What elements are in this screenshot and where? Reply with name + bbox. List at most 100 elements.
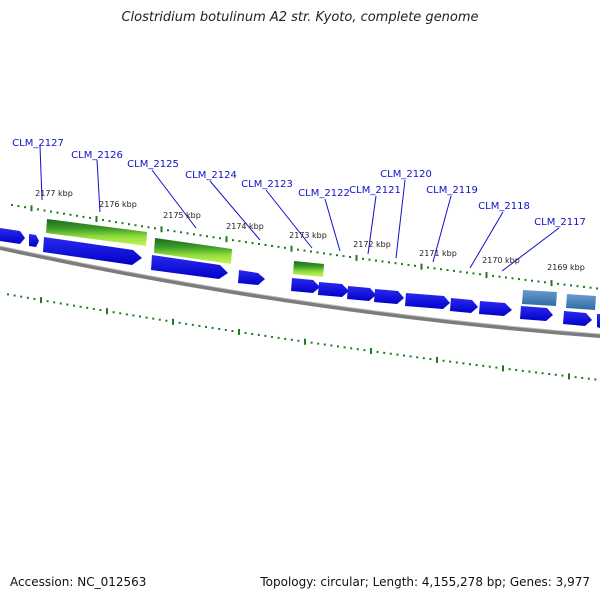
- outer-ring-tick: [401, 263, 403, 266]
- inner-ring-tick: [125, 313, 128, 316]
- gene-arrow[interactable]: [238, 270, 265, 285]
- gene-label[interactable]: CLM_2123: [241, 179, 293, 190]
- inner-ring-tick: [515, 369, 518, 372]
- gene-arrow[interactable]: [347, 286, 376, 301]
- outer-ring-tick: [30, 205, 33, 212]
- outer-ring-tick: [453, 269, 455, 272]
- inner-ring-tick: [40, 297, 42, 304]
- outer-ring-tick: [82, 215, 85, 218]
- inner-ring-tick: [158, 318, 161, 321]
- inner-ring-tick: [46, 300, 49, 303]
- gene-arrow[interactable]: [563, 311, 592, 326]
- outer-ring-tick: [128, 223, 130, 226]
- outer-ring-tick: [427, 266, 429, 269]
- inner-ring-tick: [26, 296, 29, 299]
- gene-label[interactable]: CLM_2124: [185, 170, 237, 181]
- inner-ring-tick: [297, 339, 300, 342]
- outer-ring-tick: [303, 249, 306, 252]
- outer-ring-tick: [440, 268, 442, 271]
- genome-backbone: [0, 246, 600, 338]
- leader-line: [209, 180, 261, 241]
- gene-arrow[interactable]: [291, 278, 320, 293]
- gene-arrow[interactable]: [597, 314, 600, 328]
- gene-label[interactable]: CLM_2121: [349, 185, 401, 196]
- inner-ring-tick: [376, 350, 379, 353]
- outer-ring-tick: [498, 275, 501, 278]
- outer-ring-tick: [596, 287, 598, 290]
- inner-ring-tick: [20, 295, 23, 298]
- gene-arrow[interactable]: [0, 228, 25, 244]
- inner-ring-tick: [172, 318, 174, 325]
- inner-ring-tick: [594, 378, 597, 381]
- outer-ring-tick: [368, 258, 371, 261]
- outer-ring-tick: [277, 245, 280, 248]
- gene-label[interactable]: CLM_2125: [127, 159, 179, 170]
- inner-ring-tick: [33, 297, 36, 300]
- label-leader-lines: [39, 145, 560, 272]
- gene-arrow[interactable]: [29, 234, 39, 247]
- gene-label[interactable]: CLM_2118: [478, 201, 530, 212]
- outer-ring-tick: [466, 271, 468, 274]
- gene-label[interactable]: CLM_2122: [298, 188, 350, 199]
- outer-ring-tick: [420, 263, 423, 270]
- tick-label: 2174 kbp: [226, 222, 264, 231]
- inner-ring-tick: [337, 345, 339, 348]
- tick-label: 2173 kbp: [289, 231, 327, 240]
- outer-ring-tick: [219, 237, 221, 240]
- inner-ring-tick: [224, 328, 227, 331]
- gene-labels: CLM_2127 CLM_2126 CLM_2125 CLM_2124 CLM_2123…: [12, 138, 586, 228]
- gene-arrow[interactable]: [43, 237, 142, 265]
- tick-label: 2177 kbp: [35, 189, 73, 198]
- outer-ring-tick: [167, 229, 169, 232]
- inner-ring-tick: [13, 294, 16, 297]
- leader-line: [469, 211, 504, 269]
- leader-line: [151, 169, 197, 229]
- inner-ring-tick: [409, 355, 412, 358]
- outer-ring-tick: [531, 279, 533, 282]
- gene-arrow[interactable]: [374, 289, 404, 304]
- gene-label[interactable]: CLM_2126: [71, 150, 123, 161]
- outer-ring-tick: [50, 210, 52, 213]
- feature-block: [522, 290, 557, 306]
- outer-ring-tick: [271, 244, 273, 247]
- inner-ring-tick: [482, 364, 485, 367]
- gene-arrow[interactable]: [520, 306, 553, 321]
- outer-ring-tick: [446, 269, 449, 272]
- outer-ring-tick: [251, 242, 254, 245]
- inner-ring-tick: [251, 332, 254, 335]
- gene-label[interactable]: CLM_2117: [534, 217, 586, 228]
- gene-label[interactable]: CLM_2120: [380, 169, 432, 180]
- gene-arrow[interactable]: [151, 255, 228, 279]
- inner-ring-tick: [370, 348, 372, 355]
- leader-line: [324, 198, 341, 252]
- outer-ring-tick: [264, 243, 267, 246]
- inner-ring-tick: [145, 316, 148, 319]
- inner-ring-tick: [535, 371, 537, 374]
- tick-label: 2171 kbp: [419, 249, 457, 258]
- outer-ring-tick: [160, 226, 163, 233]
- inner-ring-tick: [231, 329, 234, 332]
- outer-ring-tick: [310, 250, 312, 253]
- gene-label[interactable]: CLM_2127: [12, 138, 64, 149]
- feature-block: [566, 294, 596, 310]
- outer-ring-tick: [108, 220, 111, 223]
- inner-ring-tick: [99, 309, 102, 312]
- inner-ring-tick: [442, 359, 445, 362]
- inner-ring-tick: [561, 374, 564, 377]
- inner-ring-tick: [363, 349, 366, 352]
- gene-arrow[interactable]: [405, 293, 450, 309]
- feature-blocks-steel: [522, 290, 596, 310]
- outer-ring-tick: [570, 284, 572, 287]
- leader-line: [501, 227, 560, 272]
- gene-label[interactable]: CLM_2119: [426, 185, 478, 196]
- gene-arrow[interactable]: [318, 282, 349, 297]
- inner-ring-tick: [165, 319, 168, 322]
- gene-arrow[interactable]: [479, 301, 512, 316]
- inner-ring-tick: [178, 321, 181, 324]
- inner-ring-tick: [205, 325, 207, 328]
- outer-ring-tick: [297, 248, 299, 251]
- gene-arrow[interactable]: [450, 298, 478, 313]
- inner-ring-tick: [396, 353, 399, 356]
